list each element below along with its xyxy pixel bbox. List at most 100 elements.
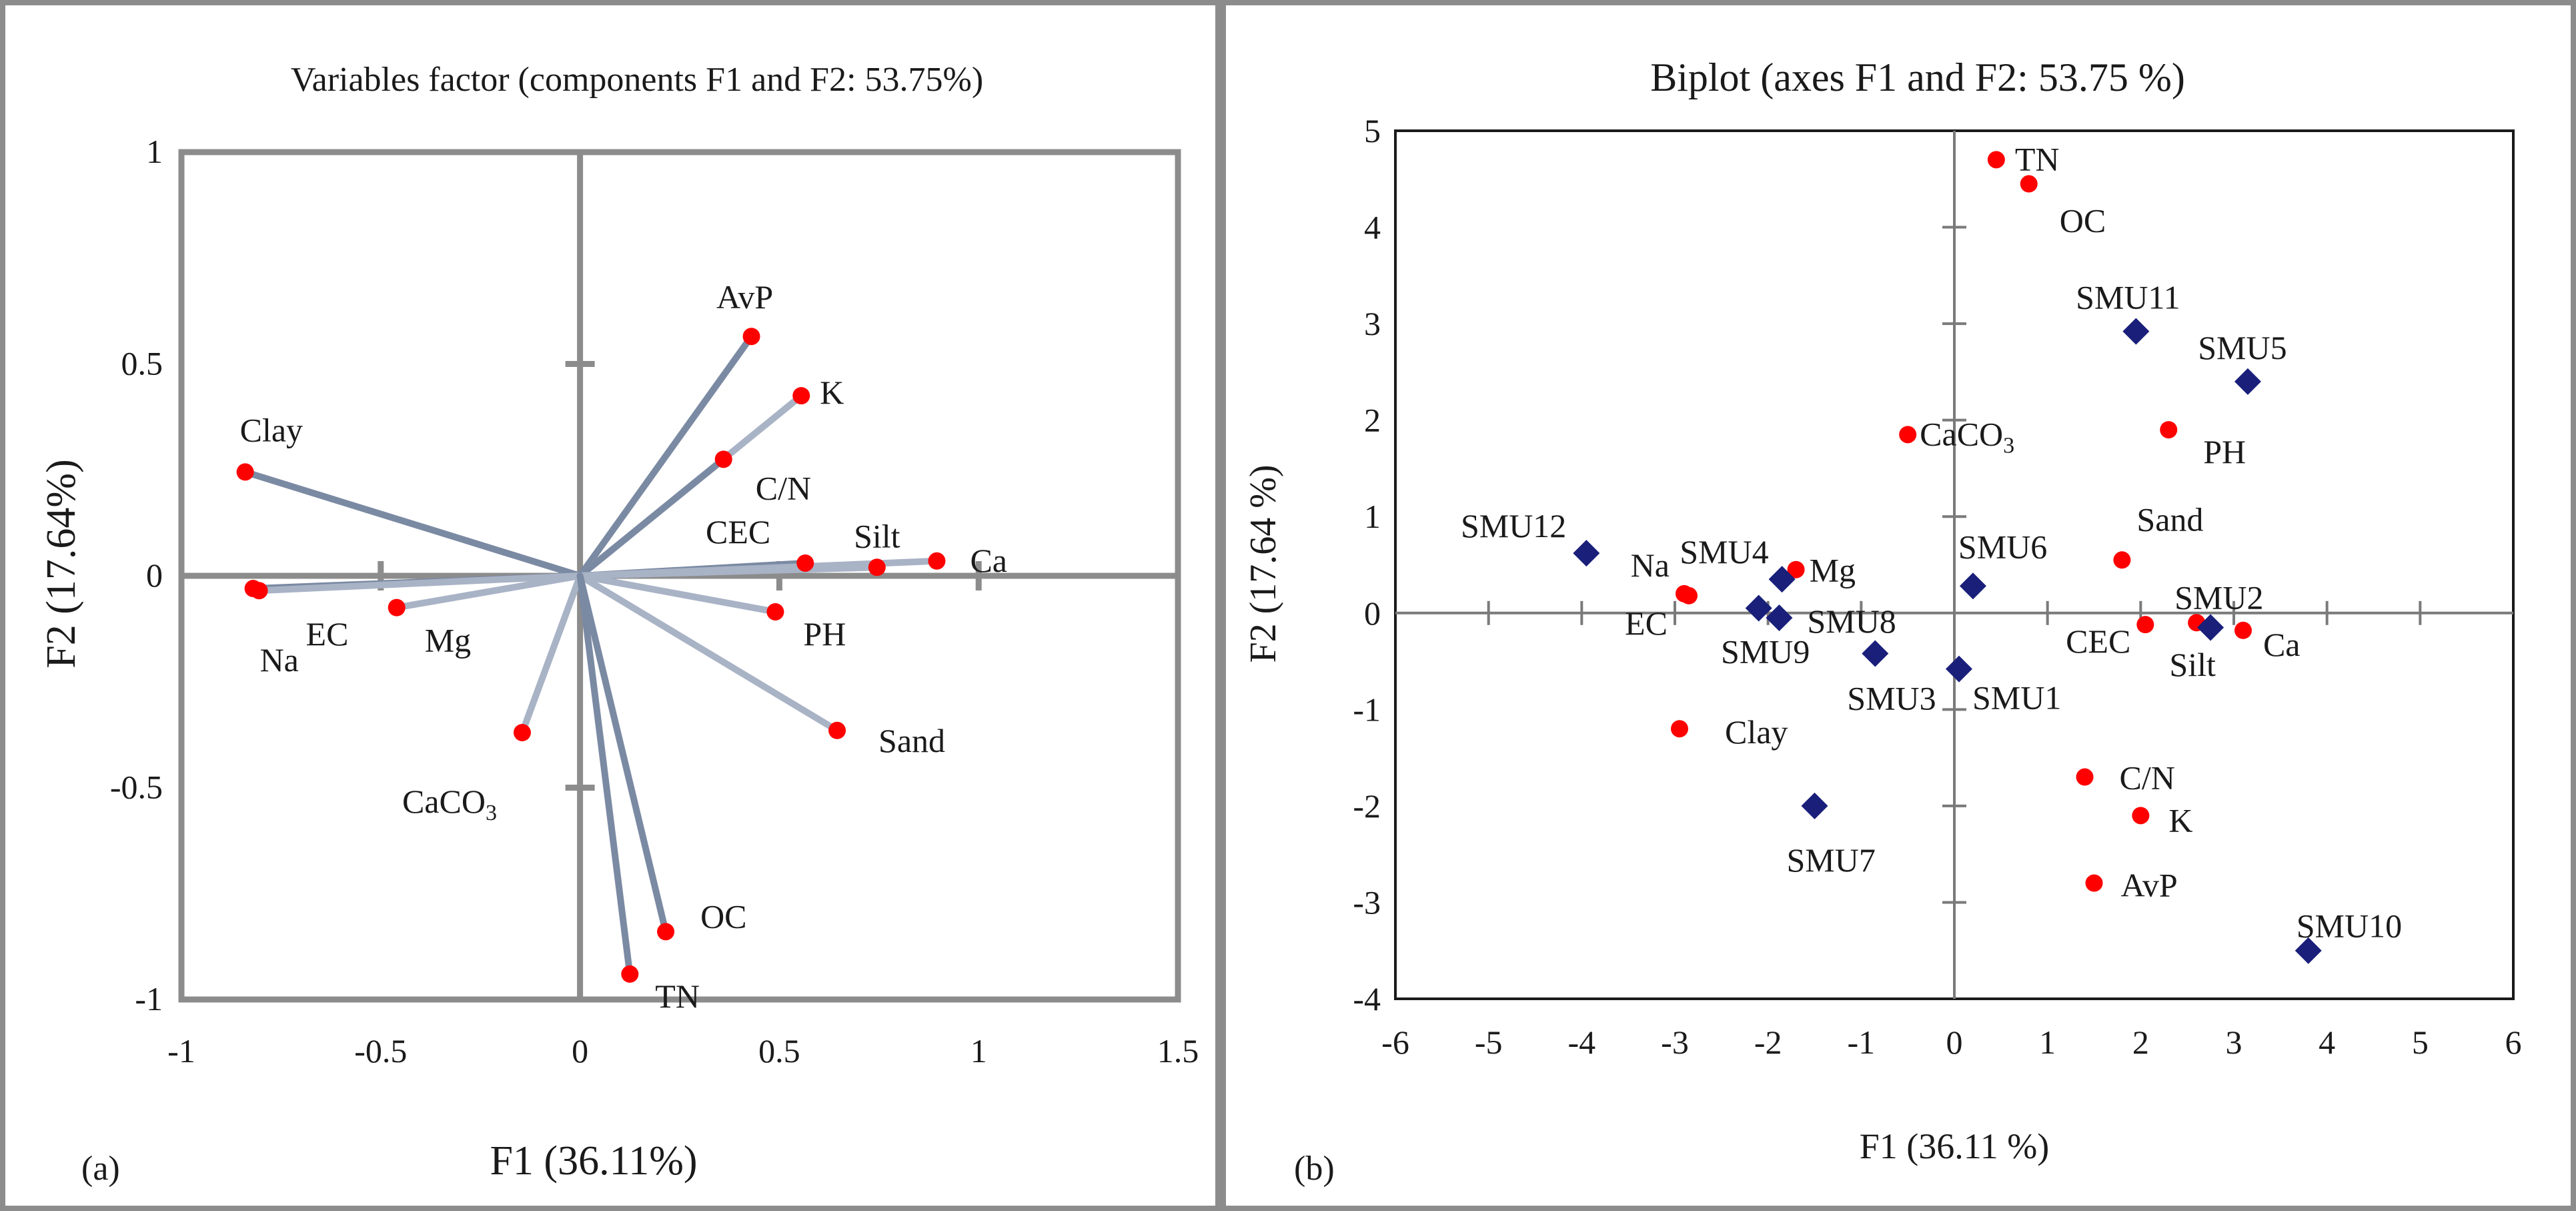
panel-a-variables-chart: Variables factor (components F1 and F2: … [39,61,1199,1188]
panel-a-tick-labels: -1 -0.5 0 0.5 1 1.5 -1 -0.5 0 0.5 1 [110,133,1199,1070]
panel-b-x-tick-label: 5 [2412,1024,2429,1061]
variable-point-avp [742,328,760,346]
variable-point-sand [828,721,846,739]
variable-point-oc [657,923,675,941]
panel-a-x-tick-label: -1 [167,1032,195,1070]
panel-b-y-tick-label: 0 [1364,594,1381,632]
biplot-variable-label-cec: CEC [2066,623,2130,660]
variable-label-c-n: C/N [756,469,811,506]
vector-c-n [576,456,727,579]
variable-point-silt [868,558,886,576]
panel-b-y-tick-label: -3 [1353,883,1381,921]
panel-b-x-tick-label: 0 [1946,1024,1963,1061]
panel-b-y-tick-label: -2 [1353,787,1381,825]
variable-label-cec: CEC [706,513,770,550]
panel-a-y-tick-label: -0.5 [110,769,163,806]
vector-avp [576,333,755,579]
biplot-variable-point-avp [2085,874,2103,892]
variable-label-k: K [820,374,844,411]
variable-label-ph: PH [803,615,846,653]
variable-label-ec: EC [306,615,349,653]
panel-b-y-tick-label: 4 [1364,209,1381,246]
panel-a-letter: (a) [81,1150,120,1188]
biplot-variable-point-c-n [2076,768,2094,786]
panel-b-x-tick-label: 1 [2039,1024,2056,1061]
variable-label-clay: Clay [240,411,303,448]
variable-label-mg: Mg [425,622,471,659]
panel-b-x-tick-label: 6 [2505,1024,2522,1061]
smu-label-smu10: SMU10 [2297,907,2402,945]
biplot-variable-point-oc [2020,175,2038,193]
biplot-variable-label-clay: Clay [1725,713,1788,751]
panel-b-x-tick-label: -6 [1381,1024,1409,1061]
vector-caco3 [518,572,584,736]
panel-a-x-tick-label: 0.5 [758,1032,800,1070]
smu-label-smu8: SMU8 [1807,602,1896,640]
panel-b-frame [1221,0,2576,1211]
biplot-variable-point-k [2132,807,2150,825]
panel-b-biplot-chart: Biplot (axes F1 and F2: 53.75 %) -6 -5 -4-… [1243,55,2522,1188]
vector-tn [576,572,634,977]
variable-label-tn: TN [655,977,700,1015]
panel-b-axes [1395,131,2513,999]
variable-point-ca [928,552,946,570]
panel-b-letter: (b) [1294,1150,1335,1188]
biplot-variable-label-sand: Sand [2136,500,2203,538]
biplot-variable-point-ec [1680,586,1698,604]
panel-b-x-tick-label: -5 [1475,1024,1503,1061]
variable-label-sand: Sand [878,722,945,759]
biplot-variable-label-ph: PH [2203,433,2246,470]
panel-a-y-tick-label: 0.5 [121,345,163,382]
smu-marker-smu2 [2197,614,2224,641]
smu-marker-smu4 [1768,566,1796,593]
smu-marker-smu11 [2122,318,2150,345]
panel-a-x-tick-label: -0.5 [354,1032,407,1070]
biplot-variable-label-silt: Silt [2169,646,2216,683]
smu-marker-smu8 [1766,604,1793,632]
panel-a-y-tick-label: 1 [146,133,163,170]
smu-marker-smu9 [1745,594,1772,622]
variable-label-caco3: CaCO3 [402,783,497,825]
panel-a-y-tick-label: 0 [146,556,163,594]
panel-b-x-tick-label: 3 [2226,1024,2242,1061]
panel-b-y-tick-label: -1 [1353,691,1381,728]
vector-ec [255,572,584,594]
vector-clay [241,468,584,579]
smu-label-smu4: SMU4 [1680,533,1768,570]
biplot-variable-label-k: K [2168,801,2192,839]
panel-b-y-axis-label: F2 (17.64 %) [1243,464,1284,663]
vector-oc [576,572,670,935]
variable-point-cec [796,554,814,572]
panel-a-y-tick-label: -1 [135,980,163,1018]
smu-marker-smu10 [2295,937,2322,964]
panel-b-x-tick-label: 2 [2132,1024,2149,1061]
panel-b-y-tick-label: 3 [1364,305,1381,342]
panel-a-loading-vectors [241,333,940,977]
variable-point-mg [388,598,406,617]
panel-b-x-tick-label: -2 [1754,1024,1782,1061]
vector-mg [393,572,584,611]
smu-label-smu2: SMU2 [2174,578,2263,616]
smu-marker-smu7 [1801,792,1828,819]
smu-marker-smu12 [1573,540,1600,567]
biplot-variable-point-caco3 [1899,426,1917,444]
smu-marker-smu1 [1945,655,1972,683]
variable-label-avp: AvP [716,278,773,316]
variable-point-ec [250,582,268,600]
smu-label-smu12: SMU12 [1461,507,1566,544]
biplot-variable-point-mg [1787,560,1805,578]
panel-b-y-tick-label: 2 [1364,402,1381,439]
biplot-variable-point-cec [2136,616,2154,634]
biplot-variable-label-na: Na [1631,546,1670,584]
panel-b-y-tick-label: 5 [1364,112,1381,149]
panel-a-y-axis-label: F2 (17.64%) [39,459,84,668]
biplot-variable-label-mg: Mg [1810,552,1856,589]
smu-marker-smu6 [1959,572,1986,600]
panel-a-x-tick-label: 1.5 [1157,1032,1199,1070]
panel-a-variable-points [236,328,946,983]
panel-a-title: Variables factor (components F1 and F2: … [291,61,983,99]
variable-point-tn [621,965,639,983]
panel-b-x-tick-label: -1 [1848,1024,1876,1061]
